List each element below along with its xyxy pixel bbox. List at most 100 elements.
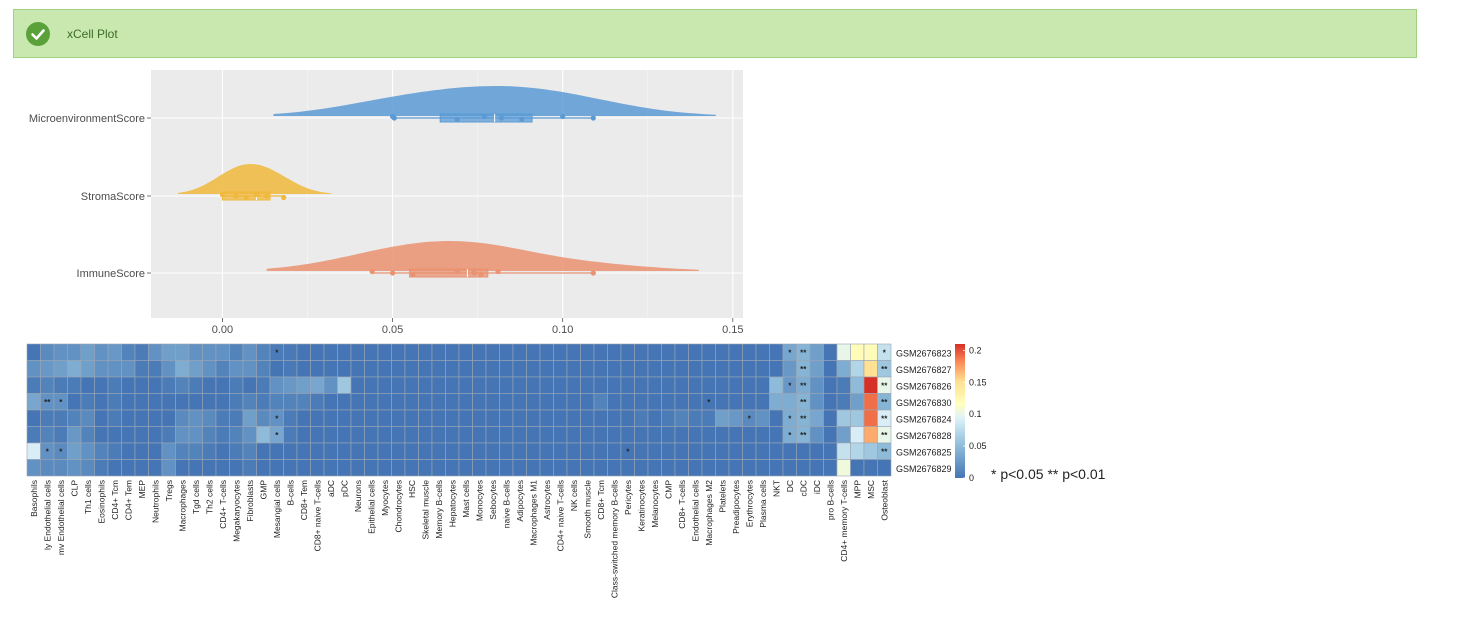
heatmap-cell	[607, 426, 622, 444]
heatmap-cell	[80, 409, 95, 427]
heatmap-cell	[188, 393, 203, 411]
heatmap-cell	[512, 409, 527, 427]
heatmap-cell	[580, 393, 595, 411]
heatmap-cell	[391, 343, 406, 361]
significance-footnote: * p<0.05 ** p<0.01	[991, 466, 1106, 482]
heatmap-cell	[728, 393, 743, 411]
heatmap-cell	[620, 409, 635, 427]
heatmap-cell	[215, 393, 230, 411]
column-label: CD4+ Tcm	[110, 480, 120, 520]
heatmap-cell	[40, 376, 55, 394]
column-label: Neurons	[353, 480, 363, 512]
heatmap-cell	[512, 426, 527, 444]
success-banner: xCell Plot	[13, 9, 1417, 58]
heatmap-cell	[553, 393, 568, 411]
heatmap-cell	[310, 409, 325, 427]
heatmap-cell	[40, 459, 55, 477]
heatmap-cell	[148, 409, 163, 427]
heatmap-cell	[715, 343, 730, 361]
heatmap-cell	[742, 376, 757, 394]
heatmap-cell	[188, 442, 203, 460]
heatmap-cell	[269, 393, 284, 411]
heatmap-cell	[728, 343, 743, 361]
heatmap-cell	[850, 393, 865, 411]
heatmap-cell	[539, 426, 554, 444]
heatmap-cell	[634, 426, 649, 444]
heatmap-cell	[161, 376, 176, 394]
heatmap-cell	[364, 409, 379, 427]
heatmap-cell	[80, 376, 95, 394]
heatmap-cell	[188, 376, 203, 394]
heatmap-cell	[256, 409, 271, 427]
row-label: GSM2676830	[896, 398, 952, 408]
heatmap-cell	[418, 376, 433, 394]
legend-tick-label: 0	[969, 473, 974, 483]
significance-mark: *	[275, 431, 279, 440]
heatmap-cell	[850, 426, 865, 444]
column-label: CD4+ memory T-cells	[839, 480, 849, 562]
heatmap-cell	[80, 459, 95, 477]
column-label: NKT	[771, 480, 781, 497]
column-label: Hepatocytes	[447, 480, 457, 527]
heatmap-cell	[647, 409, 662, 427]
heatmap-cell	[391, 459, 406, 477]
heatmap-cell	[40, 343, 55, 361]
heatmap-cell	[80, 426, 95, 444]
y-tick-label: StromaScore	[81, 191, 145, 203]
heatmap-cell	[769, 393, 784, 411]
heatmap-cell	[188, 343, 203, 361]
heatmap-cell	[742, 393, 757, 411]
heatmap-cell	[701, 442, 716, 460]
heatmap-cell	[337, 409, 352, 427]
data-point	[454, 116, 460, 123]
heatmap-cell	[350, 360, 365, 378]
heatmap-cell	[350, 393, 365, 411]
heatmap-cell	[310, 442, 325, 460]
significance-mark: *	[626, 447, 630, 456]
heatmap-cell	[107, 393, 122, 411]
heatmap-cell	[863, 376, 878, 394]
heatmap-cell	[661, 393, 676, 411]
significance-mark: **	[800, 381, 807, 390]
data-point	[389, 270, 396, 276]
heatmap-cell	[404, 360, 419, 378]
heatmap-cell	[161, 343, 176, 361]
heatmap-cell	[310, 459, 325, 477]
significance-mark: *	[788, 348, 792, 357]
heatmap-cell	[688, 376, 703, 394]
heatmap-cell	[634, 376, 649, 394]
column-label: Smooth muscle	[582, 480, 592, 539]
heatmap-cell	[512, 360, 527, 378]
heatmap-cell	[620, 343, 635, 361]
heatmap-cell	[337, 376, 352, 394]
heatmap-cell	[107, 459, 122, 477]
heatmap-cell	[688, 459, 703, 477]
heatmap-cell	[458, 409, 473, 427]
heatmap-cell	[323, 393, 338, 411]
heatmap-cell	[634, 393, 649, 411]
heatmap-cell	[850, 442, 865, 460]
heatmap-cell	[377, 393, 392, 411]
heatmap-cell	[688, 442, 703, 460]
heatmap-cell	[526, 376, 541, 394]
heatmap-cell	[661, 343, 676, 361]
heatmap-cell	[431, 459, 446, 477]
heatmap-cell	[229, 376, 244, 394]
heatmap-cell	[404, 343, 419, 361]
heatmap-cell	[539, 459, 554, 477]
column-label: Skeletal muscle	[420, 480, 430, 540]
heatmap-cell	[418, 459, 433, 477]
heatmap-cell	[715, 459, 730, 477]
column-label: DC	[785, 480, 795, 492]
heatmap-cell	[283, 360, 298, 378]
heatmap-cell	[526, 343, 541, 361]
heatmap-cell	[445, 376, 460, 394]
heatmap-cell	[121, 459, 136, 477]
heatmap-cell	[431, 442, 446, 460]
heatmap-cell	[566, 459, 581, 477]
heatmap-cell	[850, 409, 865, 427]
significance-mark: *	[707, 398, 711, 407]
heatmap-cell	[580, 360, 595, 378]
row-label: GSM2676828	[896, 431, 952, 441]
heatmap-cell	[512, 442, 527, 460]
